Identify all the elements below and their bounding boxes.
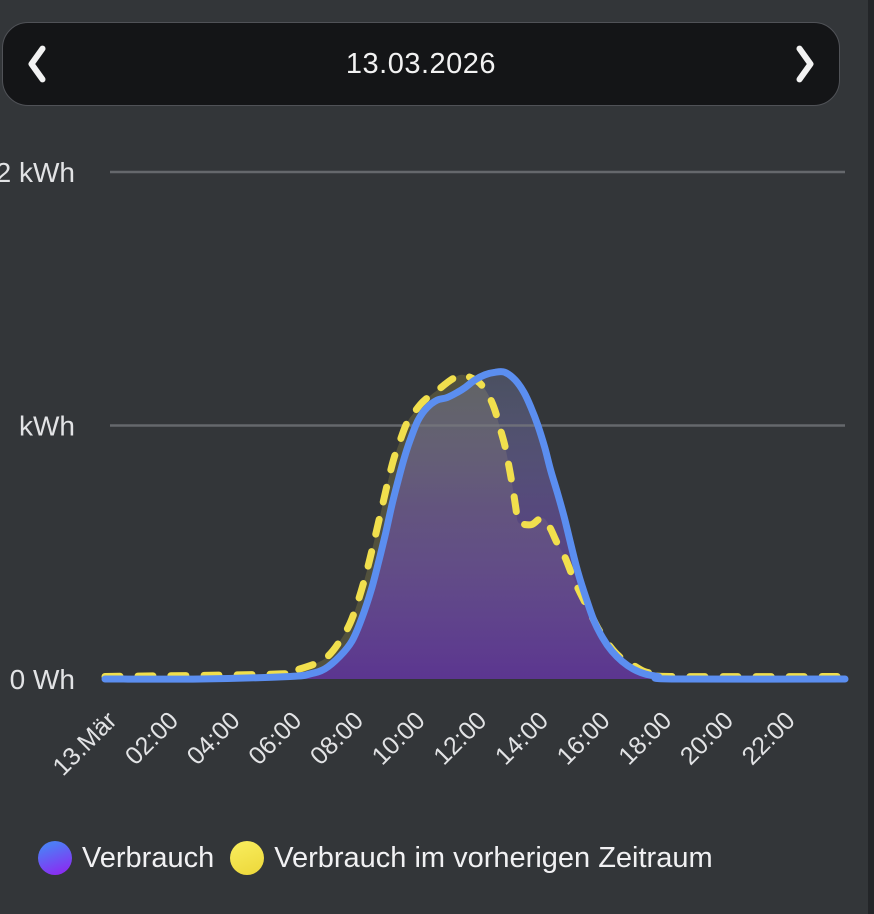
previous-day-button[interactable] (15, 36, 59, 92)
screen-edge (868, 0, 874, 914)
x-axis-label: 16:00 (552, 706, 616, 770)
chart-legend: Verbrauch Verbrauch im vorherigen Zeitra… (38, 838, 713, 878)
legend-label-vorheriger-zeitraum: Verbrauch im vorherigen Zeitraum (274, 841, 713, 874)
chevron-left-icon (28, 45, 46, 83)
x-axis-label: 08:00 (305, 706, 369, 770)
legend-label-verbrauch: Verbrauch (82, 841, 215, 874)
next-day-button[interactable] (783, 36, 827, 92)
consumption-line (101, 368, 849, 683)
legend-item-vorheriger-zeitraum[interactable]: Verbrauch im vorherigen Zeitraum (230, 841, 713, 875)
chevron-right-icon (796, 45, 814, 83)
y-axis-label: 2 kWh (0, 157, 75, 188)
consumption-area-fill (105, 371, 845, 680)
y-axis-label: 0 Wh (10, 664, 75, 695)
x-axis-label: 13.Mär (47, 706, 122, 781)
legend-item-verbrauch[interactable]: Verbrauch (38, 841, 214, 875)
date-navigation-bar: 13.03.2026 (2, 22, 840, 106)
verbrauch-series-swatch-icon (38, 841, 72, 875)
x-axis-label: 18:00 (613, 706, 677, 770)
x-axis-label: 06:00 (243, 706, 307, 770)
current-date-label: 13.03.2026 (345, 47, 497, 80)
x-axis-label: 12:00 (428, 706, 492, 770)
x-axis-label: 20:00 (675, 706, 739, 770)
x-axis-label: 22:00 (737, 706, 801, 770)
x-axis-label: 14:00 (490, 706, 554, 770)
vorheriger-zeitraum-series-swatch-icon (230, 841, 265, 875)
x-axis-label: 10:00 (367, 706, 431, 770)
x-axis-label: 04:00 (182, 706, 246, 770)
x-axis-label: 02:00 (120, 706, 184, 770)
y-axis-label: kWh (19, 411, 75, 442)
